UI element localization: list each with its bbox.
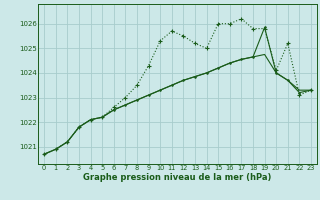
X-axis label: Graphe pression niveau de la mer (hPa): Graphe pression niveau de la mer (hPa) bbox=[84, 173, 272, 182]
